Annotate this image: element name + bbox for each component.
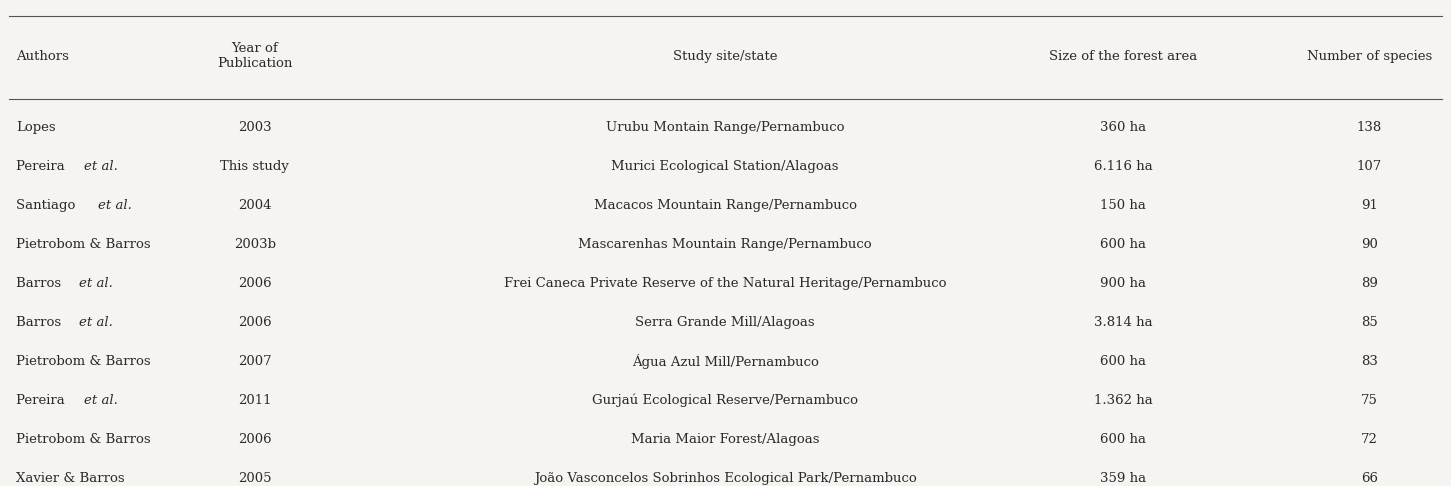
Text: 6.116 ha: 6.116 ha <box>1094 160 1152 173</box>
Text: Xavier & Barros: Xavier & Barros <box>16 472 125 485</box>
Text: 90: 90 <box>1361 238 1377 251</box>
Text: 85: 85 <box>1361 316 1377 329</box>
Text: 2007: 2007 <box>238 355 271 368</box>
Text: 83: 83 <box>1361 355 1377 368</box>
Text: 600 ha: 600 ha <box>1100 433 1146 446</box>
Text: et al.: et al. <box>80 316 113 329</box>
Text: Pietrobom & Barros: Pietrobom & Barros <box>16 238 151 251</box>
Text: et al.: et al. <box>84 394 118 407</box>
Text: 2003b: 2003b <box>234 238 276 251</box>
Text: Number of species: Number of species <box>1306 50 1432 63</box>
Text: Murici Ecological Station/Alagoas: Murici Ecological Station/Alagoas <box>611 160 839 173</box>
Text: Authors: Authors <box>16 50 68 63</box>
Text: 600 ha: 600 ha <box>1100 355 1146 368</box>
Text: 91: 91 <box>1361 199 1377 212</box>
Text: Macacos Mountain Range/Pernambuco: Macacos Mountain Range/Pernambuco <box>593 199 856 212</box>
Text: et al.: et al. <box>80 277 113 290</box>
Text: This study: This study <box>221 160 289 173</box>
Text: Frei Caneca Private Reserve of the Natural Heritage/Pernambuco: Frei Caneca Private Reserve of the Natur… <box>503 277 946 290</box>
Text: 600 ha: 600 ha <box>1100 238 1146 251</box>
Text: 107: 107 <box>1357 160 1381 173</box>
Text: 72: 72 <box>1361 433 1377 446</box>
Text: Santiago: Santiago <box>16 199 80 212</box>
Text: 1.362 ha: 1.362 ha <box>1094 394 1152 407</box>
Text: 138: 138 <box>1357 121 1381 134</box>
Text: João Vasconcelos Sobrinhos Ecological Park/Pernambuco: João Vasconcelos Sobrinhos Ecological Pa… <box>534 472 917 485</box>
Text: 75: 75 <box>1361 394 1377 407</box>
Text: 66: 66 <box>1361 472 1378 485</box>
Text: 2006: 2006 <box>238 433 271 446</box>
Text: Year of
Publication: Year of Publication <box>218 42 293 70</box>
Text: Urubu Montain Range/Pernambuco: Urubu Montain Range/Pernambuco <box>607 121 844 134</box>
Text: Size of the forest area: Size of the forest area <box>1049 50 1197 63</box>
Text: Gurjaú Ecological Reserve/Pernambuco: Gurjaú Ecological Reserve/Pernambuco <box>592 394 858 407</box>
Text: Lopes: Lopes <box>16 121 55 134</box>
Text: 2006: 2006 <box>238 277 271 290</box>
Text: Serra Grande Mill/Alagoas: Serra Grande Mill/Alagoas <box>636 316 815 329</box>
Text: 89: 89 <box>1361 277 1377 290</box>
Text: 2006: 2006 <box>238 316 271 329</box>
Text: Barros: Barros <box>16 277 65 290</box>
Text: Pereira: Pereira <box>16 160 68 173</box>
Text: et al.: et al. <box>84 160 118 173</box>
Text: 2011: 2011 <box>238 394 271 407</box>
Text: Mascarenhas Mountain Range/Pernambuco: Mascarenhas Mountain Range/Pernambuco <box>579 238 872 251</box>
Text: Pietrobom & Barros: Pietrobom & Barros <box>16 433 151 446</box>
Text: 2003: 2003 <box>238 121 271 134</box>
Text: 3.814 ha: 3.814 ha <box>1094 316 1152 329</box>
Text: et al.: et al. <box>97 199 132 212</box>
Text: 360 ha: 360 ha <box>1100 121 1146 134</box>
Text: Pietrobom & Barros: Pietrobom & Barros <box>16 355 151 368</box>
Text: 150 ha: 150 ha <box>1100 199 1146 212</box>
Text: Pereira: Pereira <box>16 394 68 407</box>
Text: 900 ha: 900 ha <box>1100 277 1146 290</box>
Text: 359 ha: 359 ha <box>1100 472 1146 485</box>
Text: 2005: 2005 <box>238 472 271 485</box>
Text: Study site/state: Study site/state <box>673 50 778 63</box>
Text: Água Azul Mill/Pernambuco: Água Azul Mill/Pernambuco <box>631 354 818 369</box>
Text: Maria Maior Forest/Alagoas: Maria Maior Forest/Alagoas <box>631 433 820 446</box>
Text: 2004: 2004 <box>238 199 271 212</box>
Text: Barros: Barros <box>16 316 65 329</box>
